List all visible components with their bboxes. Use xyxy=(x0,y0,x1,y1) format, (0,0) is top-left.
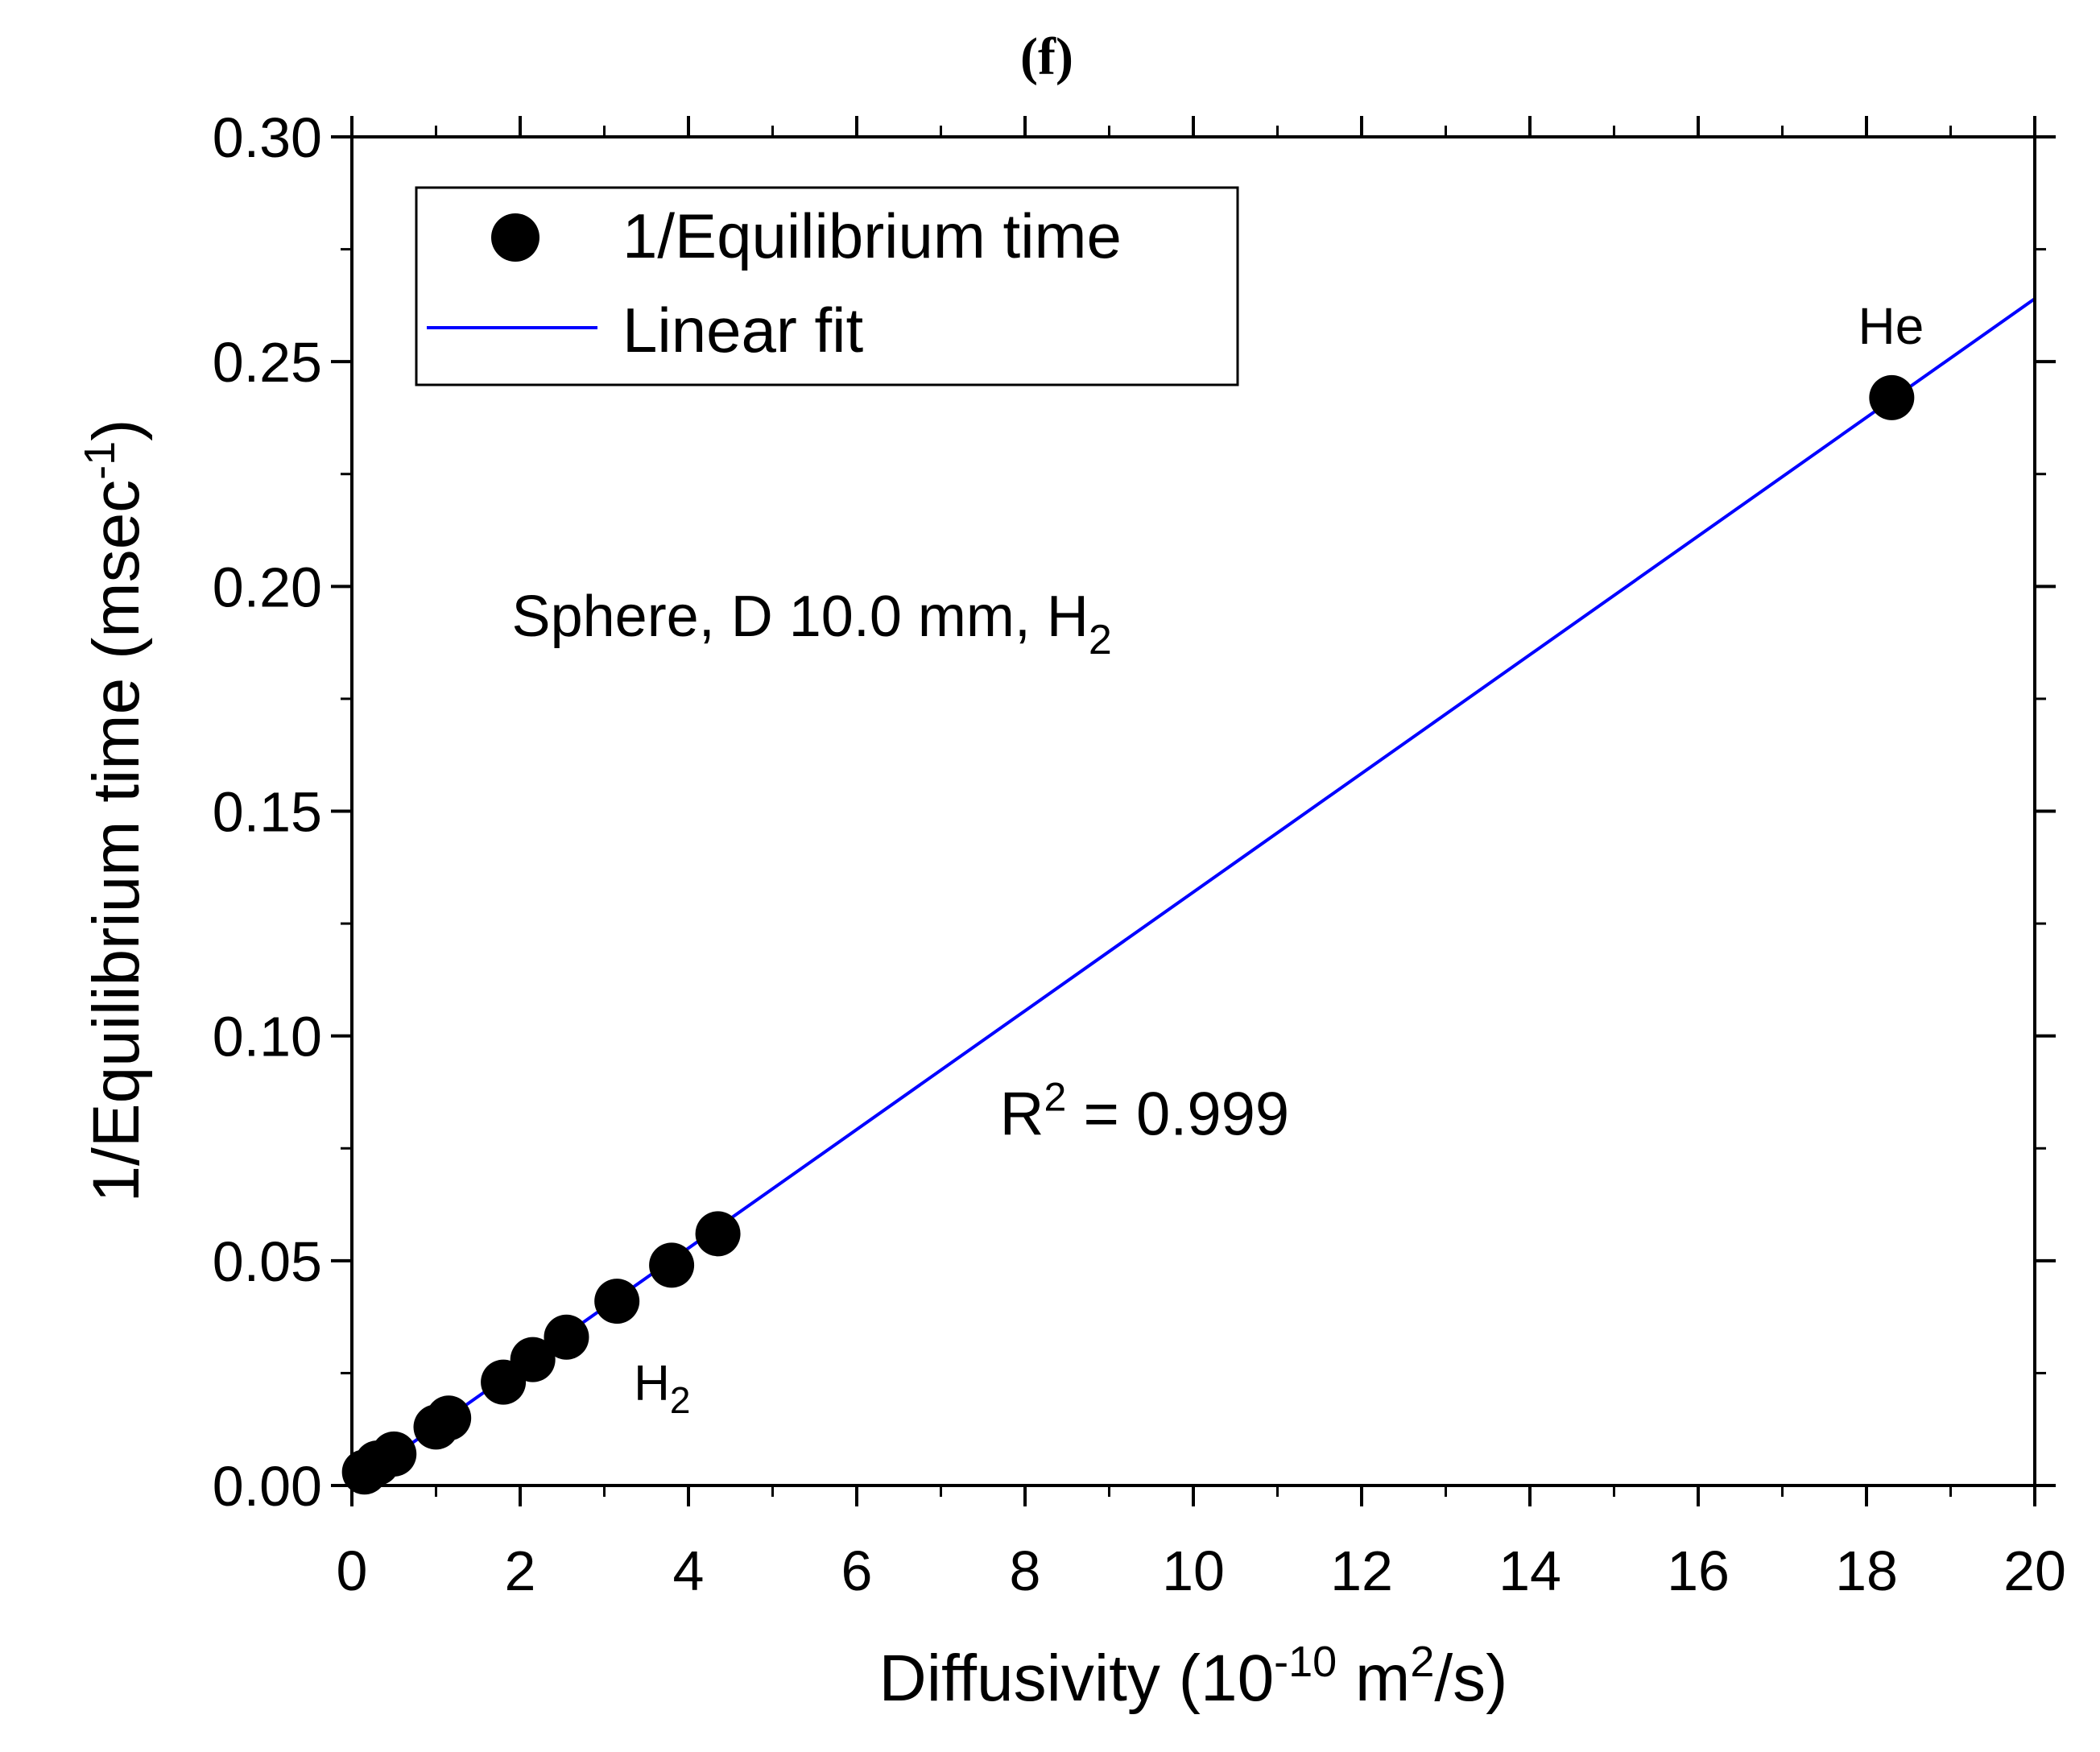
data-point xyxy=(544,1314,589,1360)
y-axis-label-main: 1/Equilibrium time (msec xyxy=(80,480,153,1203)
ticks xyxy=(331,116,2056,1506)
data-point xyxy=(695,1211,741,1257)
legend-marker-scatter xyxy=(491,213,539,262)
x-axis-label-end: /s) xyxy=(1434,1642,1507,1715)
annotation-condition-text: Sphere, D 10.0 mm, H xyxy=(512,585,1089,649)
legend-label-scatter: 1/Equilibrium time xyxy=(622,200,1122,271)
data-point xyxy=(426,1395,472,1441)
x-axis-label-main: Diffusivity (10 xyxy=(879,1642,1275,1715)
y-tick-labels: 0.00 0.05 0.10 0.15 0.20 0.25 0.30 xyxy=(213,106,322,1518)
x-axis-label-exponent: -10 xyxy=(1274,1638,1337,1686)
x-tick-label: 2 xyxy=(505,1539,536,1602)
x-axis-label-unit-exponent: 2 xyxy=(1410,1638,1434,1686)
x-axis-label-unit: m xyxy=(1337,1642,1410,1715)
data-point xyxy=(510,1337,556,1382)
panel-label: (f) xyxy=(1020,27,1073,86)
y-tick-label: 0.20 xyxy=(213,556,322,618)
data-point xyxy=(371,1431,417,1477)
x-tick-label: 20 xyxy=(2003,1539,2066,1602)
x-tick-label: 8 xyxy=(1010,1539,1041,1602)
x-tick-label: 14 xyxy=(1499,1539,1561,1602)
y-tick-label: 0.10 xyxy=(213,1006,322,1068)
y-axis-label-end: ) xyxy=(80,419,153,440)
y-axis-label-exponent: -1 xyxy=(76,441,124,480)
plot-frame xyxy=(350,135,2036,1487)
x-tick-label: 10 xyxy=(1162,1539,1225,1602)
x-tick-label: 18 xyxy=(1835,1539,1898,1602)
annotation-r-squared: R2 = 0.999 xyxy=(1000,1075,1290,1149)
y-tick-label: 0.00 xyxy=(213,1455,322,1518)
x-tick-label: 12 xyxy=(1330,1539,1393,1602)
annotation-condition: Sphere, D 10.0 mm, H2 xyxy=(512,585,1112,663)
y-axis-label: 1/Equilibrium time (msec-1) xyxy=(76,419,153,1202)
annotation-h2-text: H xyxy=(634,1356,670,1411)
annotation-condition-subscript: 2 xyxy=(1089,617,1112,663)
y-tick-label: 0.05 xyxy=(213,1230,322,1293)
legend-box xyxy=(415,186,1239,386)
data-point xyxy=(1869,374,1915,420)
annotation-h2: H2 xyxy=(634,1356,690,1421)
annotation-r-squared-r: R xyxy=(1000,1081,1044,1149)
legend-label-fit: Linear fit xyxy=(622,295,863,366)
x-tick-label: 0 xyxy=(337,1539,368,1602)
x-axis-label: Diffusivity (10-10 m2/s) xyxy=(879,1638,1508,1715)
legend: 1/Equilibrium time Linear fit xyxy=(415,186,1239,386)
annotation-he: He xyxy=(1858,297,1924,355)
annotation-r-squared-exponent: 2 xyxy=(1044,1075,1067,1120)
y-tick-label: 0.30 xyxy=(213,106,322,169)
annotation-h2-subscript: 2 xyxy=(670,1379,691,1421)
data-point xyxy=(649,1242,695,1288)
y-tick-label: 0.25 xyxy=(213,331,322,394)
y-tick-label: 0.15 xyxy=(213,781,322,844)
x-tick-label: 4 xyxy=(673,1539,705,1602)
annotation-r-squared-value: = 0.999 xyxy=(1066,1081,1289,1149)
x-tick-label: 6 xyxy=(841,1539,873,1602)
x-tick-label: 16 xyxy=(1667,1539,1730,1602)
x-tick-labels: 0 2 4 6 8 10 12 14 16 18 20 xyxy=(337,1539,2066,1602)
data-point xyxy=(594,1279,640,1324)
